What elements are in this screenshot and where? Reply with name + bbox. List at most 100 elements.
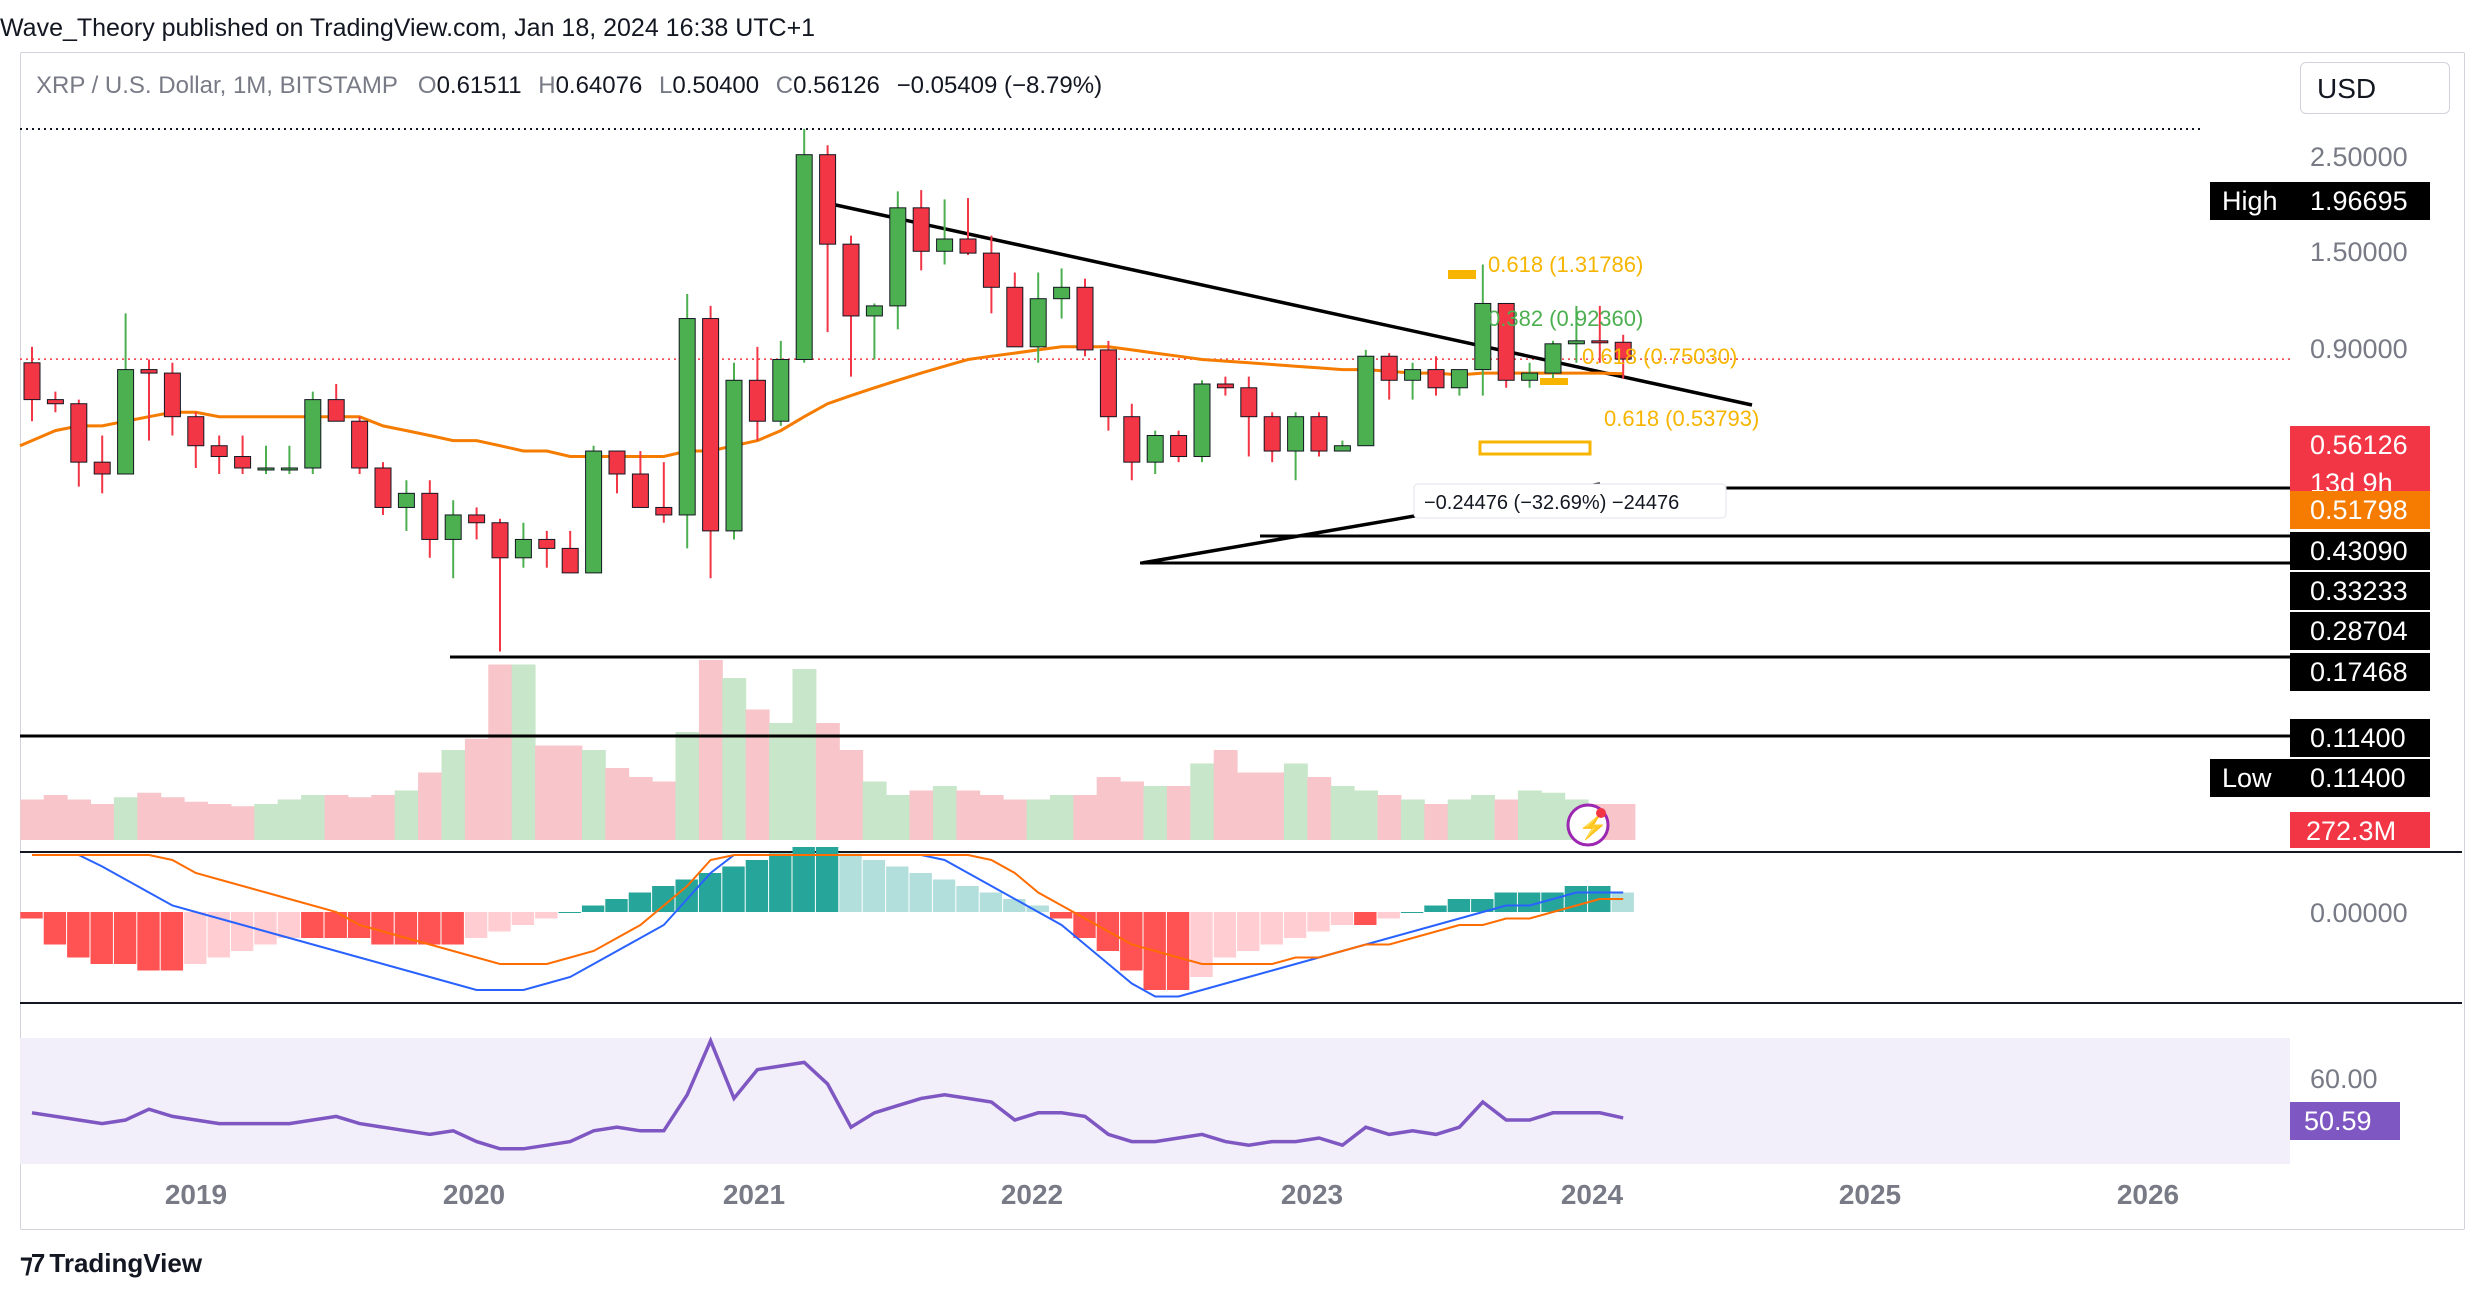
- candle-body: [1216, 383, 1234, 389]
- candle-body: [795, 154, 813, 360]
- volume-bar: [956, 790, 981, 840]
- currency-button[interactable]: USD: [2300, 62, 2450, 114]
- candle: [1310, 412, 1328, 457]
- volume-bar: [1424, 804, 1449, 840]
- price-axis-label: 2.50000: [2310, 142, 2408, 172]
- symbol-legend: XRP / U.S. Dollar, 1M, BITSTAMP O0.61511…: [36, 72, 1102, 100]
- candle: [234, 435, 252, 474]
- candle: [1099, 340, 1117, 431]
- macd-bar: [137, 912, 160, 971]
- fib-marker: [1540, 378, 1568, 385]
- macd-bar: [113, 912, 137, 964]
- rsi-badge-value: 50.59: [2304, 1106, 2372, 1136]
- candle: [1170, 430, 1188, 463]
- macd-bar: [1190, 912, 1213, 977]
- measure-label: −0.24476 (−32.69%) −24476: [1424, 492, 1679, 514]
- macd-bar: [254, 912, 277, 945]
- macd-bar: [230, 912, 254, 951]
- volume-bar: [418, 772, 442, 840]
- candle: [772, 340, 790, 426]
- volume-bar: [254, 804, 279, 840]
- candle-body: [585, 450, 603, 574]
- candle: [491, 518, 509, 652]
- candle: [468, 507, 486, 540]
- candle-body: [1263, 416, 1281, 452]
- volume-bar: [909, 790, 934, 840]
- candle-body: [702, 318, 720, 532]
- volume-bar: [464, 738, 489, 840]
- candle: [1567, 305, 1585, 363]
- price-level-badge: 0.17468: [2290, 653, 2430, 691]
- candle: [1544, 340, 1562, 381]
- candle: [936, 199, 954, 265]
- volume-bar: [277, 799, 302, 840]
- macd-bar: [1283, 912, 1307, 938]
- level-badge-bg: [2290, 653, 2430, 691]
- candle-body: [1474, 302, 1492, 371]
- macd-bar: [956, 886, 979, 912]
- macd-bar: [558, 912, 581, 913]
- level-badge-value: 1.96695: [2310, 186, 2408, 216]
- volume-bar: [652, 781, 676, 840]
- candle-body: [421, 492, 439, 540]
- macd-bar: [886, 866, 909, 912]
- candle: [1193, 380, 1211, 463]
- candle-body: [561, 547, 579, 574]
- candle-body: [912, 207, 930, 252]
- candle-body: [1170, 435, 1188, 458]
- level-badge-bg: [2290, 532, 2430, 570]
- candle: [46, 391, 64, 413]
- level-badge-value: 0.56126: [2310, 430, 2408, 460]
- volume-bar: [511, 664, 536, 840]
- level-badge-value: 0.33233: [2310, 576, 2408, 606]
- candle: [1450, 369, 1468, 396]
- time-axis-label: 2020: [443, 1179, 505, 1210]
- macd-bar: [698, 873, 722, 912]
- candle: [702, 305, 720, 579]
- candle: [912, 190, 930, 271]
- candle-body: [1404, 369, 1422, 381]
- macd-bar: [1120, 912, 1143, 971]
- volume-bar: [1096, 777, 1121, 840]
- volume-bar: [1541, 792, 1566, 840]
- candle: [1287, 412, 1305, 481]
- time-axis-label: 2019: [165, 1179, 227, 1210]
- level-badge-bg: [2290, 182, 2430, 220]
- macd-bar: [1260, 912, 1283, 945]
- candle: [117, 313, 135, 475]
- macd-bar: [324, 912, 347, 938]
- legend-symbol: XRP / U.S. Dollar, 1M, BITSTAMP: [36, 72, 398, 99]
- volume-bar: [1073, 795, 1098, 840]
- macd-bar: [1354, 912, 1377, 925]
- candle-body: [1591, 340, 1609, 344]
- macd-bar: [652, 886, 675, 912]
- candle-body: [70, 403, 88, 463]
- candle-body: [514, 538, 532, 559]
- volume-bar: [1213, 750, 1238, 840]
- macd-bar: [1049, 912, 1073, 919]
- candle: [304, 391, 322, 474]
- legend-open: 0.61511: [436, 72, 522, 99]
- volume-bar: [20, 799, 45, 840]
- candle-body: [1287, 416, 1305, 452]
- level-badge-bg: [2290, 572, 2430, 610]
- resistance-trendline: [821, 200, 1753, 407]
- macd-bar: [90, 912, 113, 964]
- candle: [959, 198, 977, 255]
- candle-body: [1380, 355, 1398, 381]
- candle: [327, 383, 345, 422]
- candle: [1521, 362, 1539, 388]
- candle-body: [1006, 286, 1024, 348]
- volume-bar: [628, 777, 653, 840]
- level-badge-value: 0.43090: [2310, 536, 2408, 566]
- candle: [421, 480, 439, 558]
- candle-body: [748, 379, 766, 422]
- candle-body: [1544, 343, 1562, 374]
- candle-body: [187, 416, 205, 447]
- candle: [351, 416, 369, 474]
- macd-bar: [1213, 912, 1237, 958]
- candle-body: [1450, 369, 1468, 389]
- time-axis-label: 2021: [723, 1179, 785, 1210]
- volume-bar: [722, 678, 747, 840]
- volume-badge-value: 272.3M: [2306, 816, 2396, 846]
